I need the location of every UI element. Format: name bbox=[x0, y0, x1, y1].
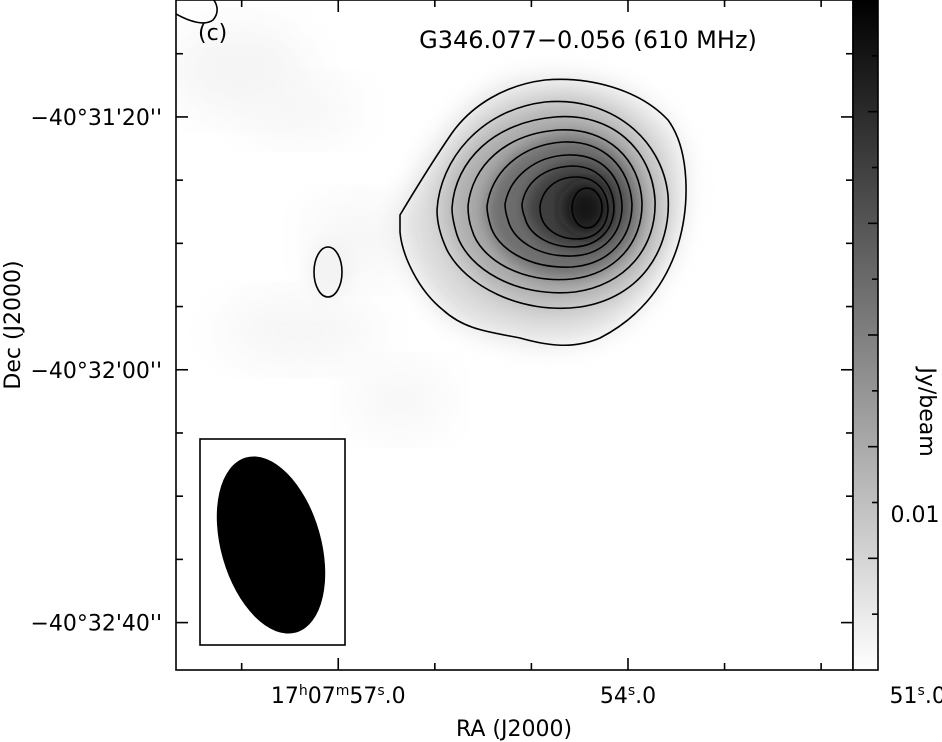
contour-level-9 bbox=[571, 187, 603, 229]
chart-title: G346.077−0.056 (610 MHz) bbox=[419, 26, 757, 54]
y-tick-label: −40°32'00'' bbox=[30, 359, 162, 384]
image-panel bbox=[176, 0, 853, 670]
contour-level-3 bbox=[451, 115, 656, 294]
colorbar-tick-label: 0.01 bbox=[891, 503, 940, 528]
contour-level-8 bbox=[539, 176, 609, 240]
x-tick-label: 54s.0 bbox=[600, 683, 656, 709]
contour-level-5 bbox=[486, 141, 633, 268]
diffuse-emission bbox=[176, 25, 450, 435]
x-tick-label: 51s.0 bbox=[890, 683, 942, 709]
beam-inset bbox=[199, 438, 346, 646]
corner-contour bbox=[176, 0, 218, 24]
beam-ellipse bbox=[216, 456, 326, 634]
y-axis-tick-labels: −40°31'20'' −40°32'00'' −40°32'40'' bbox=[30, 106, 162, 637]
contour-level-7 bbox=[521, 165, 615, 248]
x-axis-ticks bbox=[240, 0, 822, 670]
colorbar-title: Jy/beam bbox=[914, 365, 939, 456]
contour-level-6 bbox=[504, 154, 623, 257]
secondary-contour bbox=[313, 246, 343, 298]
colorbar-ticks bbox=[868, 55, 878, 615]
contours bbox=[176, 0, 687, 346]
colorbar: 0.01 Jy/beam bbox=[852, 0, 940, 671]
contour-level-1 bbox=[399, 78, 687, 346]
panel-label: (c) bbox=[198, 21, 227, 46]
contour-level-2 bbox=[436, 100, 670, 309]
y-tick-label: −40°32'40'' bbox=[30, 612, 162, 637]
x-axis-title: RA (J2000) bbox=[456, 717, 572, 742]
x-axis-tick-labels: 17h07m57s.0 54s.0 51s.0 bbox=[271, 683, 942, 709]
x-tick-label: 17h07m57s.0 bbox=[271, 683, 406, 709]
contour-level-4 bbox=[467, 129, 643, 281]
y-axis-title: Dec (J2000) bbox=[1, 260, 26, 389]
y-axis-ticks bbox=[176, 52, 853, 624]
y-tick-label: −40°31'20'' bbox=[30, 106, 162, 131]
